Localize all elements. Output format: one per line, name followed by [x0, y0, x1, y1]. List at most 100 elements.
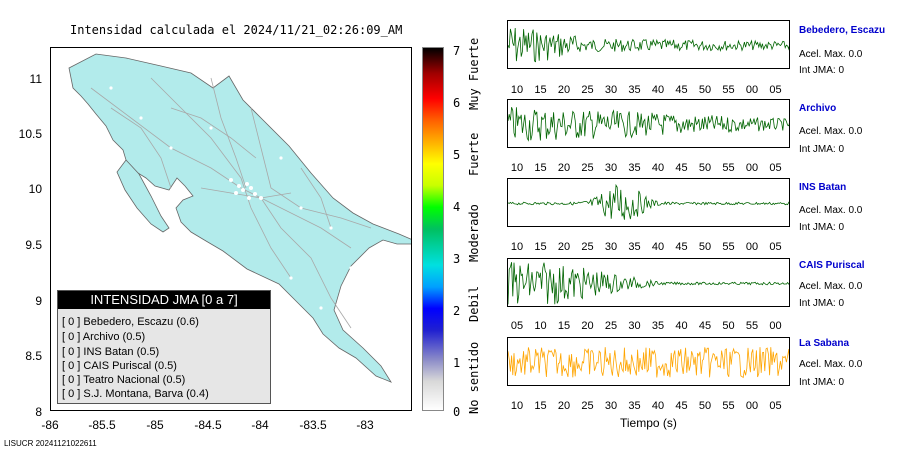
waveform-trace — [508, 183, 789, 220]
waveform-panel[interactable] — [507, 99, 790, 148]
time-tick: 55 — [722, 241, 735, 253]
time-tick: 10 — [510, 162, 524, 174]
station-int: Int JMA: 0 — [799, 144, 845, 155]
legend-item: [ 0 ] Archivo (0.5) — [62, 331, 146, 343]
time-tick: 35 — [628, 84, 641, 96]
time-tick: 25 — [581, 84, 594, 96]
time-tick: 15 — [534, 162, 547, 174]
time-tick: 35 — [651, 320, 665, 332]
waveform-panel[interactable] — [507, 337, 790, 386]
time-tick: 25 — [581, 400, 594, 412]
scale-number: 2 — [453, 304, 461, 318]
station-name: CAIS Puriscal — [799, 260, 865, 271]
scale-number: 4 — [453, 200, 461, 214]
waveform-trace — [508, 27, 789, 63]
time-tick: 05 — [769, 400, 782, 412]
time-tick: 00 — [745, 84, 759, 96]
x-tick: -83.5 — [299, 418, 327, 432]
time-tick: 05 — [769, 84, 782, 96]
scale-number: 1 — [453, 356, 461, 370]
scale-label-debil: Debil — [467, 285, 481, 322]
waveform-time-axis: 05 10 15 20 25 30 35 40 45 50 55 00 — [507, 320, 790, 332]
station-acel: Acel. Max. 0.0 — [799, 205, 863, 216]
station-int: Int JMA: 0 — [799, 377, 845, 388]
time-tick: 20 — [557, 84, 571, 96]
time-tick: 35 — [628, 241, 641, 253]
x-tick: -86 — [41, 418, 59, 432]
y-tick: 8 — [35, 405, 42, 419]
station-acel: Acel. Max. 0.0 — [799, 49, 863, 60]
x-tick: -85 — [146, 418, 164, 432]
intensity-color-scale — [422, 47, 444, 411]
scale-label-no-sentido: No sentido — [467, 341, 481, 414]
y-tick: 8.5 — [25, 349, 42, 363]
scale-label-moderado: Moderado — [467, 204, 481, 262]
y-tick: 11 — [29, 72, 42, 86]
time-tick: 20 — [557, 162, 571, 174]
time-tick: 15 — [534, 400, 547, 412]
waveform-panel[interactable] — [507, 20, 790, 69]
time-tick: 50 — [722, 320, 735, 332]
time-tick: 45 — [675, 84, 688, 96]
station-name: Bebedero, Escazu — [799, 25, 886, 36]
legend-item: [ 0 ] S.J. Montana, Barva (0.4) — [62, 388, 209, 400]
y-tick: 9.5 — [25, 238, 42, 252]
station-name: Archivo — [799, 103, 837, 114]
legend-header: INTENSIDAD JMA [0 a 7] — [58, 291, 270, 309]
waveform-time-axis: 10 15 20 25 30 35 40 45 50 55 00 05 — [507, 162, 790, 174]
waveform-panel[interactable] — [507, 258, 790, 307]
legend-item: [ 0 ] Teatro Nacional (0.5) — [62, 374, 186, 386]
time-tick: 40 — [651, 241, 665, 253]
time-tick: 55 — [722, 162, 735, 174]
y-tick: 10.5 — [18, 127, 42, 141]
waveform-trace — [508, 347, 789, 379]
scale-label-fuerte: Fuerte — [467, 132, 481, 176]
time-tick: 30 — [604, 162, 618, 174]
time-tick: 40 — [651, 400, 665, 412]
waveform-time-axis: 10 15 20 25 30 35 40 45 50 55 00 05 — [507, 400, 790, 412]
time-tick: 55 — [745, 320, 759, 332]
station-int: Int JMA: 0 — [799, 222, 845, 233]
station-int: Int JMA: 0 — [799, 65, 845, 76]
time-tick: 50 — [698, 84, 712, 96]
time-tick: 10 — [534, 320, 547, 332]
scale-number: 3 — [453, 252, 461, 266]
map-title: Intensidad calculada el 2024/11/21_02:26… — [70, 23, 403, 37]
station-name: INS Batan — [799, 182, 847, 193]
waveform-time-axis: 10 15 20 25 30 35 40 45 50 55 00 05 — [507, 241, 790, 253]
time-tick: 50 — [698, 162, 712, 174]
time-tick: 10 — [510, 84, 524, 96]
footer-stamp: LISUCR 20241121022611 — [4, 439, 97, 448]
time-tick: 05 — [510, 320, 524, 332]
time-tick: 15 — [557, 320, 571, 332]
time-tick: 45 — [698, 320, 712, 332]
time-tick: 25 — [604, 320, 618, 332]
waveform-panel[interactable] — [507, 178, 790, 227]
time-tick: 00 — [769, 320, 782, 332]
waveform-trace — [508, 262, 789, 305]
time-tick: 25 — [581, 162, 594, 174]
station-int: Int JMA: 0 — [799, 298, 845, 309]
time-tick: 05 — [769, 241, 782, 253]
time-tick: 30 — [628, 320, 641, 332]
scale-number: 5 — [453, 148, 461, 162]
time-tick: 20 — [557, 241, 571, 253]
road-network — [90, 77, 372, 329]
x-tick: -84 — [251, 418, 269, 432]
x-tick: -83 — [356, 418, 374, 432]
time-tick: 05 — [769, 162, 782, 174]
time-tick: 20 — [557, 400, 571, 412]
time-tick: 50 — [698, 400, 712, 412]
time-tick: 40 — [651, 162, 665, 174]
time-tick: 10 — [510, 400, 524, 412]
legend-item: [ 0 ] Bebedero, Escazu (0.6) — [62, 316, 199, 328]
time-tick: 10 — [510, 241, 524, 253]
time-tick: 55 — [722, 84, 735, 96]
time-tick: 30 — [604, 241, 618, 253]
intensity-legend: INTENSIDAD JMA [0 a 7] [ 0 ] Bebedero, E… — [57, 290, 271, 404]
scale-label-muy-fuerte: Muy Fuerte — [467, 37, 481, 110]
time-tick: 00 — [745, 400, 759, 412]
scale-number: 0 — [453, 405, 461, 419]
station-name: La Sabana — [799, 338, 850, 349]
scale-number: 6 — [453, 96, 461, 110]
